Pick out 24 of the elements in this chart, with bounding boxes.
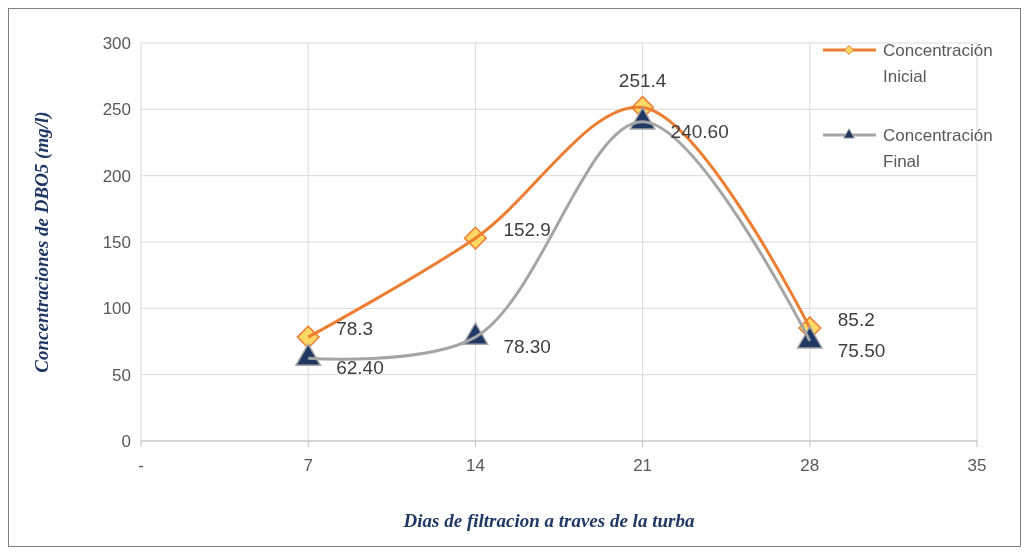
x-tick-label: 7 [303, 456, 313, 475]
x-tick-label: 21 [633, 456, 653, 475]
data-label: 62.40 [336, 357, 384, 379]
y-tick-label: 250 [102, 100, 131, 120]
y-tick-label: 300 [102, 34, 131, 53]
data-label: 251.4 [618, 70, 667, 92]
data-label: 85.2 [837, 308, 875, 330]
data-label: 78.3 [336, 318, 374, 340]
y-tick-label: 150 [102, 233, 131, 252]
x-tick-label: 28 [800, 456, 820, 475]
y-tick-label: 200 [102, 166, 131, 186]
data-label: 78.30 [503, 336, 551, 358]
legend-label: Concentración Final [883, 126, 993, 171]
y-axis-title: Concentraciones de DBO5 (mg/l) [31, 111, 53, 373]
y-tick-label: 100 [102, 299, 131, 319]
x-tick-label: 35 [967, 456, 987, 475]
legend-label: Concentración Inicial [883, 41, 993, 86]
x-tick-label: 14 [465, 456, 485, 475]
x-axis-title: Dias de filtracion a traves de la turba [402, 510, 695, 531]
y-tick-label: 0 [121, 432, 131, 451]
y-tick-label: 50 [112, 365, 131, 385]
data-label: 152.9 [503, 219, 551, 241]
data-label: 75.50 [837, 339, 886, 361]
x-tick-label: - [138, 456, 144, 475]
